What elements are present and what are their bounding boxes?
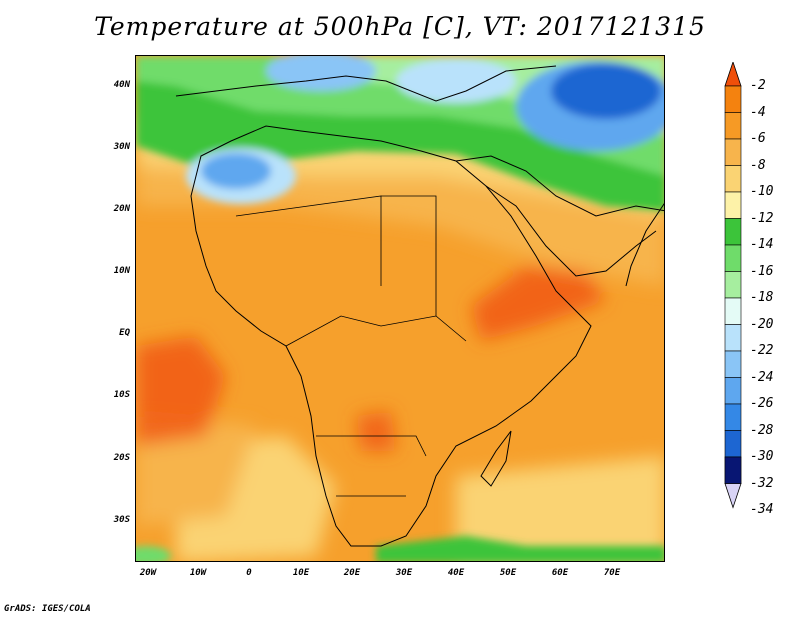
colorbar-label: -24 xyxy=(750,369,774,385)
colorbar-swatch xyxy=(724,297,742,325)
colorbar-label: -32 xyxy=(750,475,774,491)
warm-patch-central xyxy=(356,411,396,451)
colorbar-label: -12 xyxy=(750,210,774,226)
colorbar xyxy=(724,62,742,509)
lon-label-40e: 40E xyxy=(447,568,465,578)
lat-label-eq: EQ xyxy=(119,328,130,338)
map-area xyxy=(135,55,665,562)
lon-label-30e: 30E xyxy=(395,568,413,578)
border-southern xyxy=(316,435,427,457)
border-central xyxy=(285,315,467,347)
colorbar-swatch xyxy=(724,271,742,299)
arabia-coast-north xyxy=(455,155,664,217)
colorbar-swatch xyxy=(724,403,742,431)
colorbar-label: -16 xyxy=(750,263,774,279)
colorbar-label: -20 xyxy=(750,316,774,332)
temperature-map xyxy=(136,56,664,561)
colorbar-swatch xyxy=(724,112,742,140)
lat-label-10n: 10N xyxy=(113,266,130,276)
colorbar-swatch xyxy=(724,456,742,484)
country-borders xyxy=(235,195,467,497)
warm-patch-atlantic xyxy=(136,336,226,446)
coastlines xyxy=(175,65,664,547)
lon-label-10e: 10E xyxy=(292,568,310,578)
lat-label-30n: 30N xyxy=(113,142,130,152)
lon-label-50e: 50E xyxy=(499,568,517,578)
colorbar-swatch xyxy=(724,377,742,405)
band-south-green xyxy=(376,536,664,561)
colorbar-label: -14 xyxy=(750,237,774,252)
colorbar-label: -2 xyxy=(750,78,766,93)
cold-pocket-morocco-core xyxy=(201,153,271,189)
lat-label-40n: 40N xyxy=(113,80,130,90)
lon-label-60e: 60E xyxy=(551,568,569,578)
chart-title: Temperature at 500hPa [C], VT: 201712131… xyxy=(94,12,706,41)
colorbar-label: -10 xyxy=(750,184,774,199)
border-sudan xyxy=(381,195,437,316)
colorbar-label: -22 xyxy=(750,343,774,358)
lon-label-10w: 10W xyxy=(189,568,207,578)
colorbar-bottom-arrow xyxy=(724,483,742,509)
colorbar-label: -4 xyxy=(750,104,766,120)
colorbar-swatch xyxy=(724,85,742,113)
lat-label-20n: 20N xyxy=(113,204,130,214)
colorbar-label: -18 xyxy=(750,290,774,305)
footer-credit: GrADS: IGES/COLA xyxy=(4,604,91,614)
lat-label-20s: 20S xyxy=(113,453,130,463)
band-southwest-green xyxy=(136,546,171,561)
cold-pocket-mediterranean xyxy=(396,59,516,103)
colorbar-swatch xyxy=(724,191,742,219)
cold-pocket-iran-core xyxy=(551,63,661,119)
band-south-atlantic xyxy=(136,416,256,526)
colorbar-swatch xyxy=(724,244,742,272)
africa-coastline xyxy=(190,125,592,547)
colorbar-swatch xyxy=(724,138,742,166)
arabia-coast-south xyxy=(485,185,657,277)
lon-label-20e: 20E xyxy=(343,568,361,578)
band-south-east xyxy=(456,456,664,561)
colorbar-swatch xyxy=(724,350,742,378)
lat-label-30s: 30S xyxy=(113,515,130,525)
colorbar-swatch xyxy=(724,165,742,193)
lon-label-20w: 20W xyxy=(139,568,157,578)
colorbar-label: -34 xyxy=(750,502,774,517)
colorbar-label: -30 xyxy=(750,449,774,464)
warm-patch-horn xyxy=(471,266,606,341)
colorbar-label: -28 xyxy=(750,422,774,438)
colorbar-top-arrow xyxy=(724,62,742,87)
colorbar-label: -6 xyxy=(750,131,766,146)
lat-label-10s: 10S xyxy=(113,390,130,400)
lon-label-0: 0 xyxy=(246,568,252,578)
madagascar-coastline xyxy=(480,430,512,487)
india-coastline xyxy=(625,203,664,287)
colorbar-swatch xyxy=(724,324,742,352)
colorbar-swatch xyxy=(724,218,742,246)
europe-coastline xyxy=(175,65,557,102)
colorbar-label: -8 xyxy=(750,157,766,173)
colorbar-label: -26 xyxy=(750,396,774,411)
colorbar-swatch xyxy=(724,430,742,458)
lon-label-70e: 70E xyxy=(603,568,621,578)
